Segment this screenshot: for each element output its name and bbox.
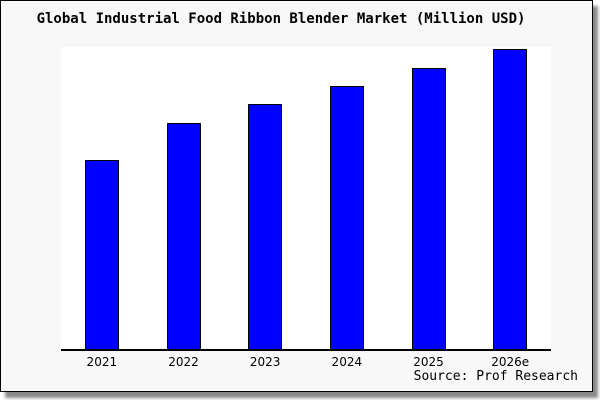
x-axis-label-2024: 2024	[331, 355, 363, 369]
x-axis-label-2025: 2025	[413, 355, 444, 369]
bar-2021	[84, 160, 119, 349]
x-axis-label-2021: 2021	[86, 355, 118, 369]
bar-2024	[329, 86, 364, 349]
x-axis-label-2022: 2022	[168, 355, 199, 369]
bar-2025	[411, 68, 446, 349]
bar-2026e	[493, 49, 528, 349]
bar-2022	[166, 123, 201, 349]
bar-2023	[248, 104, 283, 349]
chart-title: Global Industrial Food Ribbon Blender Ma…	[36, 11, 526, 27]
source-note: Source: Prof Research	[413, 369, 578, 384]
chart-frame: Global Industrial Food Ribbon Blender Ma…	[0, 0, 593, 392]
x-axis-label-2026e: 2026e	[491, 355, 530, 369]
x-axis-label-2023: 2023	[249, 355, 281, 369]
plot-area	[61, 47, 551, 351]
